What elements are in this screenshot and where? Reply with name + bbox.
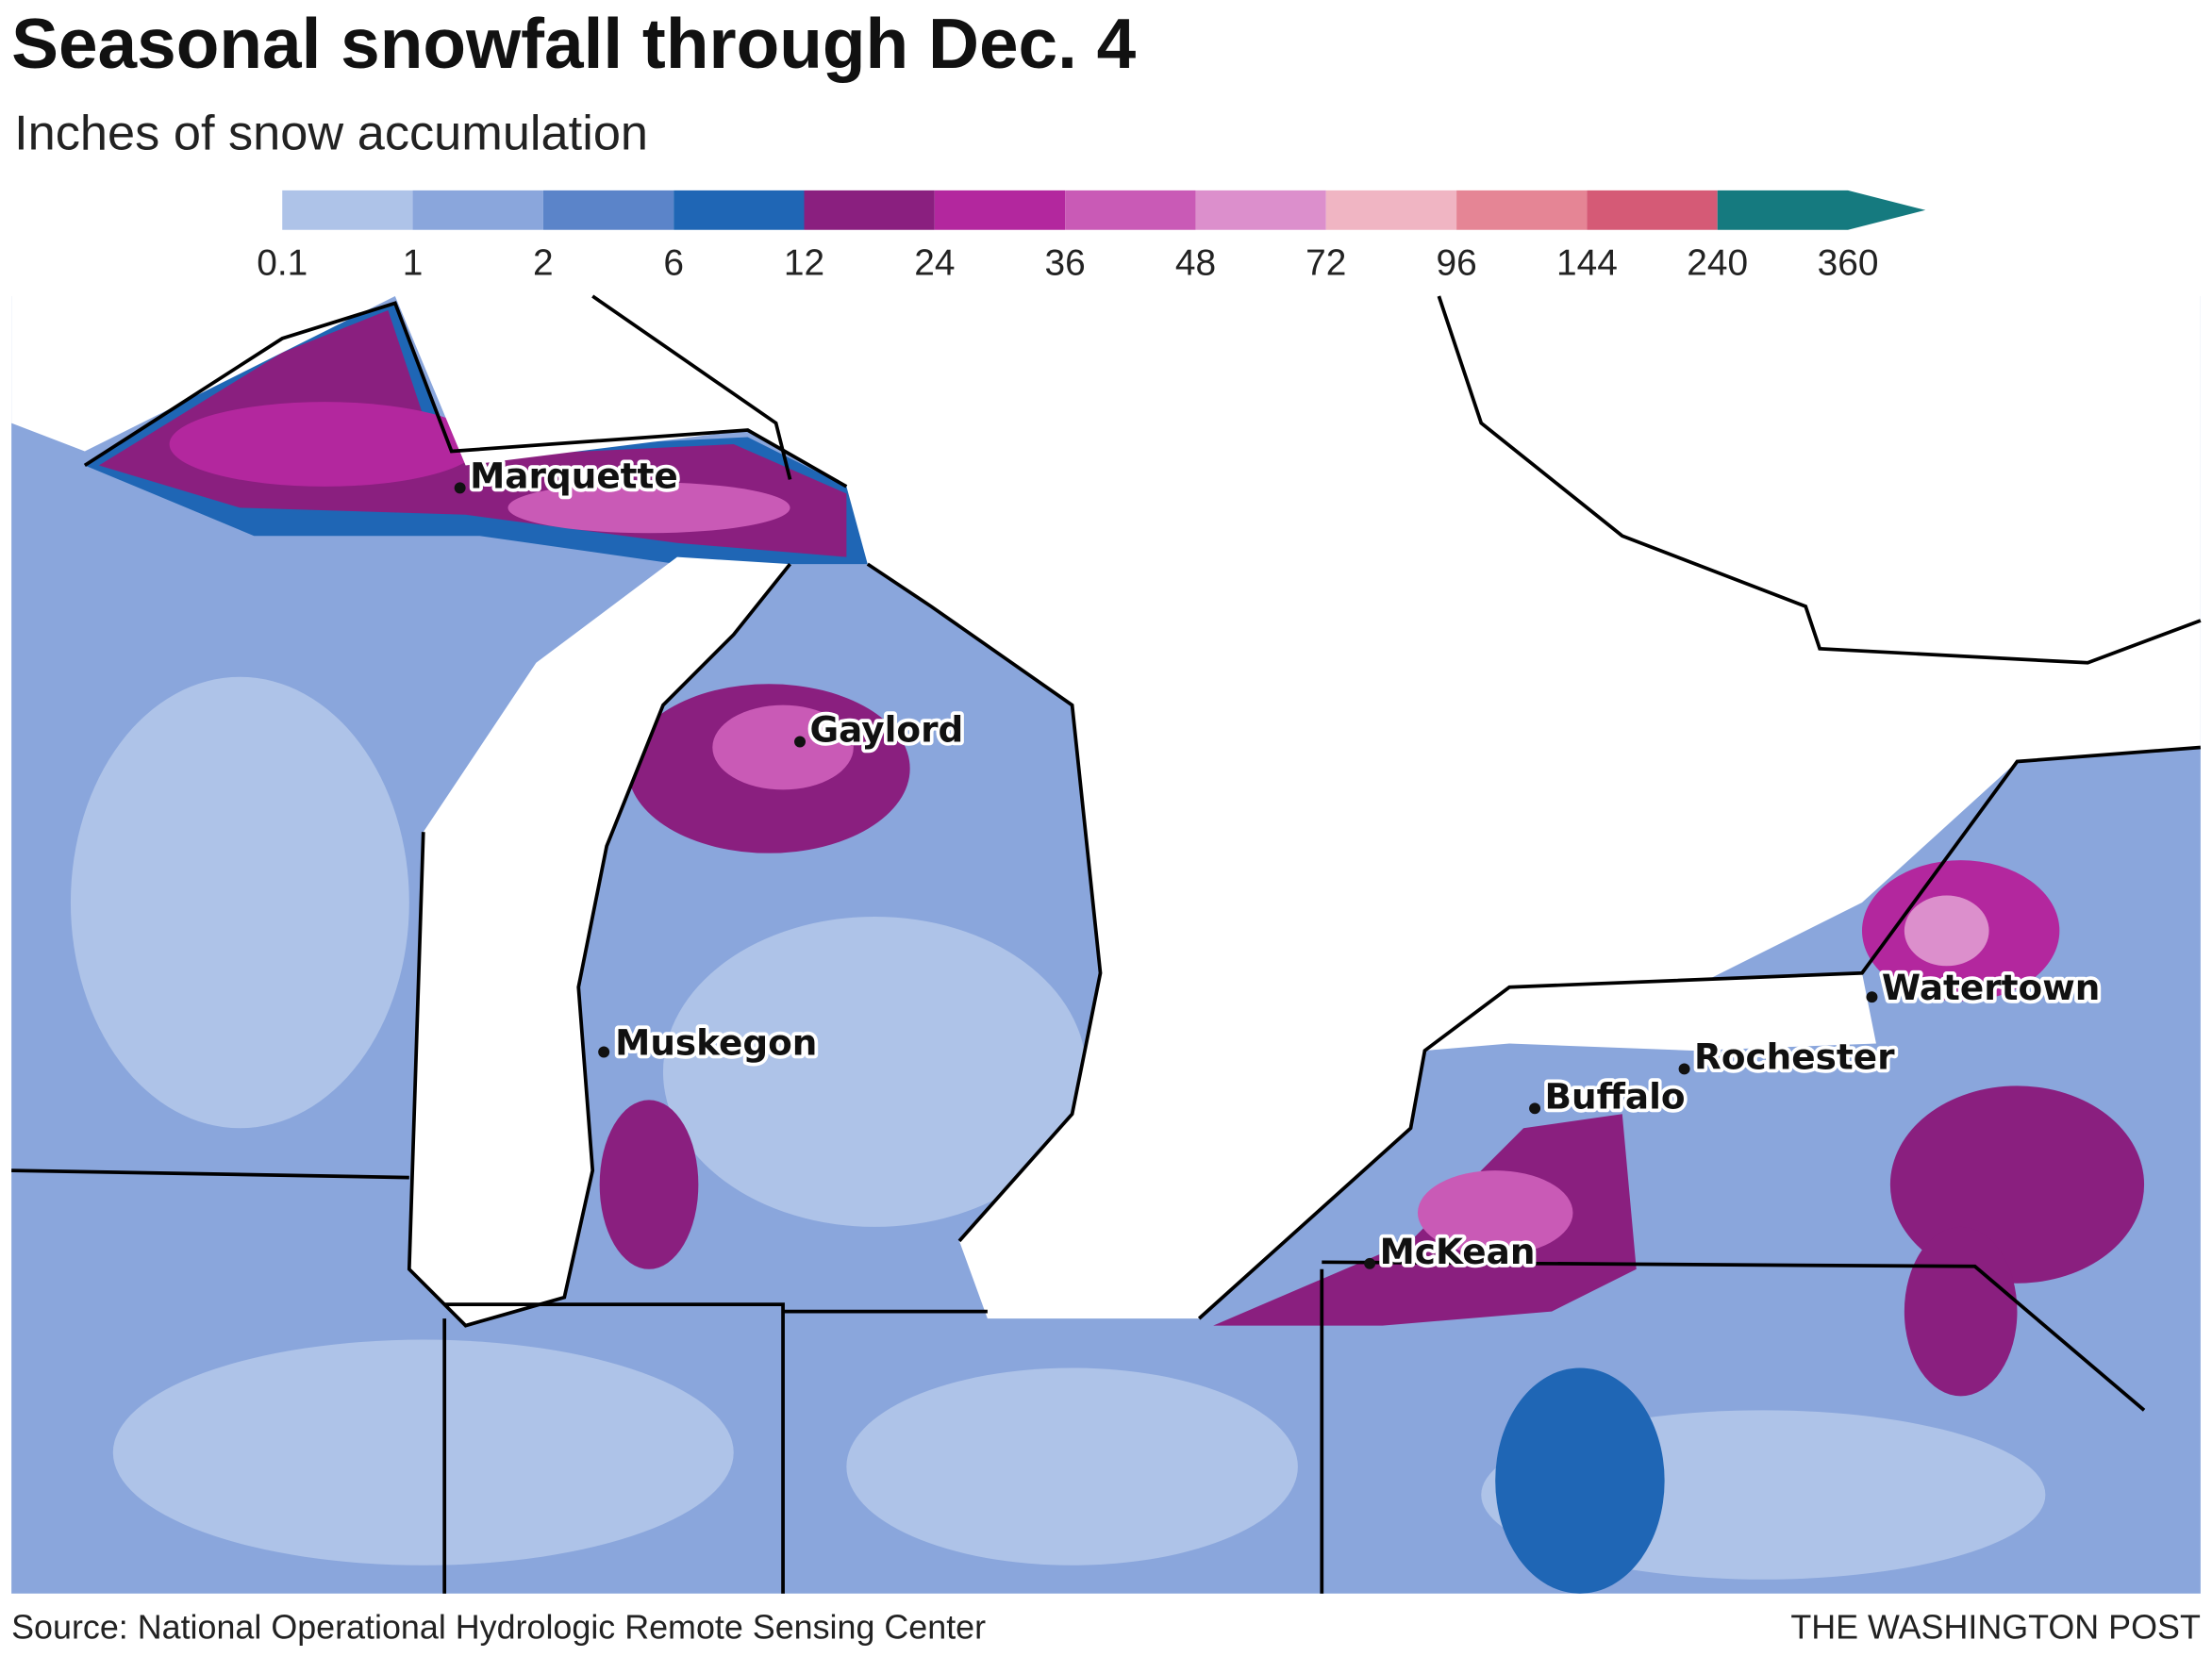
legend-label: 96 bbox=[1436, 243, 1476, 284]
legend-label: 0.1 bbox=[257, 243, 308, 284]
shoreline bbox=[407, 562, 792, 1328]
snow-band bbox=[169, 402, 480, 487]
legend-swatch bbox=[804, 190, 935, 230]
city-dot bbox=[598, 1046, 610, 1058]
border bbox=[591, 294, 2202, 1320]
legend-swatch bbox=[1325, 190, 1457, 230]
shade bbox=[1495, 1367, 1665, 1594]
canada-and-lakes bbox=[394, 296, 2201, 1319]
snow-band bbox=[1904, 895, 1989, 967]
legend-swatch bbox=[1195, 190, 1326, 230]
city-label: Watertown bbox=[1882, 967, 2100, 1008]
legend-label: 24 bbox=[914, 243, 955, 284]
city-dot bbox=[1866, 991, 1878, 1003]
lake-ontario bbox=[1424, 972, 1876, 1052]
legend-label: 1 bbox=[403, 243, 424, 284]
credit: THE WASHINGTON POST bbox=[1790, 1609, 2201, 1647]
legend-swatch bbox=[934, 190, 1066, 230]
shade bbox=[70, 676, 409, 1129]
legend-swatch bbox=[542, 190, 674, 230]
legend-label: 48 bbox=[1175, 243, 1216, 284]
city-label: Buffalo bbox=[1545, 1075, 1686, 1117]
state-border bbox=[11, 1168, 2146, 1594]
city-dot bbox=[1364, 1257, 1376, 1269]
legend-swatch bbox=[674, 190, 805, 230]
legend: 0.1 1 2 6 12 24 36 48 72 96 144 240 360 bbox=[257, 190, 1926, 284]
legend-swatch bbox=[1587, 190, 1718, 230]
snow-band bbox=[1904, 1226, 2018, 1397]
city-dot bbox=[454, 482, 466, 494]
city-label: Marquette bbox=[470, 455, 678, 496]
city-label: Gaylord bbox=[809, 709, 963, 751]
source: Source: National Operational Hydrologic … bbox=[11, 1609, 986, 1647]
legend-label: 360 bbox=[1818, 243, 1879, 284]
shade bbox=[662, 916, 1087, 1227]
cities: Marquette Gaylord Muskegon Watertown Roc… bbox=[454, 452, 2104, 1276]
legend-label: 36 bbox=[1045, 243, 1086, 284]
legend-swatch bbox=[412, 190, 543, 230]
legend-swatch bbox=[282, 190, 413, 230]
legend-label: 240 bbox=[1687, 243, 1748, 284]
shoreline bbox=[83, 301, 848, 489]
title: Seasonal snowfall through Dec. 4 bbox=[11, 4, 1137, 83]
subtitle: Inches of snow accumulation bbox=[14, 107, 648, 161]
city-label: Muskegon bbox=[615, 1021, 817, 1063]
map-area bbox=[11, 294, 2202, 1594]
city-label: Rochester bbox=[1694, 1036, 1895, 1077]
city-dot bbox=[1678, 1063, 1690, 1075]
snow-band bbox=[1417, 1170, 1573, 1255]
legend-arrow bbox=[1717, 190, 1926, 230]
legend-label: 2 bbox=[533, 243, 554, 284]
legend-swatch bbox=[1065, 190, 1196, 230]
city-dot bbox=[1529, 1102, 1541, 1115]
shade bbox=[112, 1339, 734, 1566]
legend-label: 72 bbox=[1306, 243, 1346, 284]
snow-band bbox=[1213, 1114, 1637, 1326]
legend-swatch bbox=[1456, 190, 1588, 230]
city-label: McKean bbox=[1380, 1231, 1536, 1272]
legend-label: 12 bbox=[784, 243, 824, 284]
legend-label: 6 bbox=[663, 243, 684, 284]
lake-michigan bbox=[408, 556, 790, 1326]
snow-band bbox=[507, 482, 790, 534]
legend-label: 144 bbox=[1556, 243, 1618, 284]
shade bbox=[846, 1367, 1298, 1566]
river bbox=[1437, 295, 2202, 665]
snow-band bbox=[712, 704, 854, 790]
city-dot bbox=[794, 736, 806, 748]
snow-band bbox=[599, 1100, 699, 1269]
